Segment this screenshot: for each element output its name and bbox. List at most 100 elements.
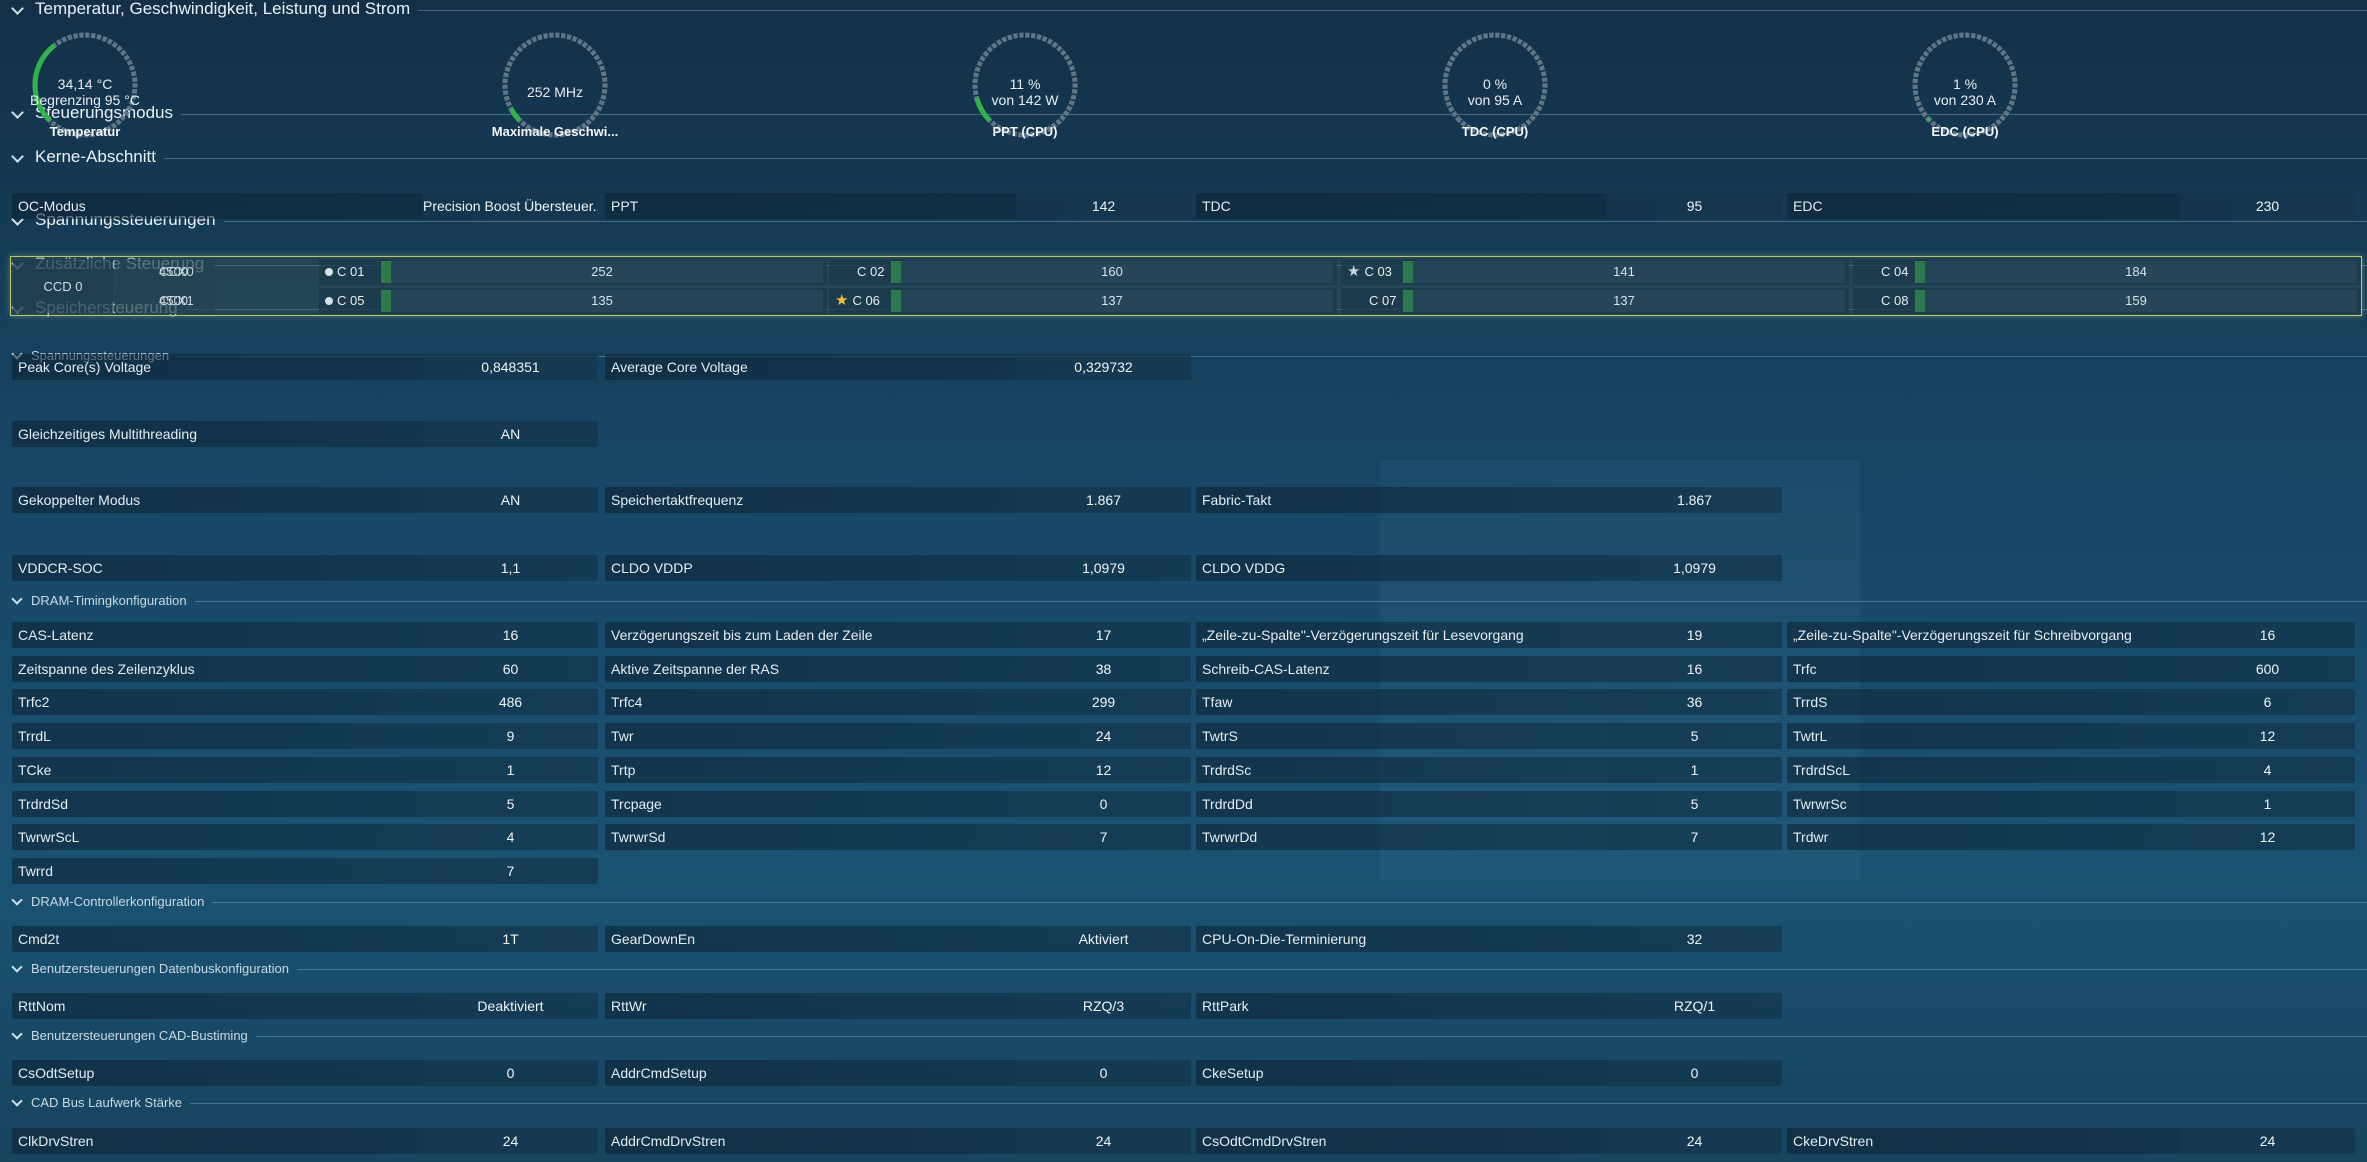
section-header-databus[interactable]: Benutzersteuerungen Datenbuskonfiguratio… [0, 957, 2367, 981]
setting-trtp[interactable]: Trtp 12 [605, 756, 1191, 783]
setting-addrcmdsetup[interactable]: AddrCmdSetup 0 [605, 1060, 1191, 1086]
setting-value[interactable]: 12 [1016, 756, 1191, 783]
setting-value[interactable]: 5 [1607, 723, 1782, 750]
setting-vddcr-soc[interactable]: VDDCR-SOC 1,1 [12, 555, 598, 581]
setting-zeile-zu-spalte-verz-gerungszeit-f-r-lesevorgang[interactable]: „Zeile-zu-Spalte"-Verzögerungszeit für L… [1196, 622, 1782, 648]
setting-value[interactable]: 38 [1016, 655, 1191, 682]
setting-value[interactable]: 4 [423, 824, 598, 851]
setting-trdrdsd[interactable]: TrdrdSd 5 [12, 790, 598, 817]
setting-aktive-zeitspanne-der-ras[interactable]: Aktive Zeitspanne der RAS 38 [605, 655, 1191, 682]
setting-rttwr[interactable]: RttWr RZQ/3 [605, 993, 1191, 1019]
setting-twrwrdd[interactable]: TwrwrDd 7 [1196, 824, 1782, 851]
setting-value[interactable]: 32 [1607, 926, 1782, 952]
section-header-cores[interactable]: Kerne-Abschnitt [0, 146, 2367, 170]
setting-value[interactable]: 5 [423, 790, 598, 817]
setting-value[interactable]: 142 [1016, 193, 1191, 219]
setting-value[interactable]: 60 [423, 655, 598, 682]
setting-value[interactable]: 0 [1016, 1060, 1191, 1086]
setting-value[interactable]: 16 [1607, 655, 1782, 682]
setting-value[interactable]: 1 [1607, 756, 1782, 783]
setting-value[interactable]: 1 [2180, 790, 2355, 817]
setting-value[interactable]: 12 [2180, 824, 2355, 851]
core-c03[interactable]: ★ C 03 141 [1341, 259, 1849, 285]
setting-value[interactable]: 16 [423, 622, 598, 648]
setting-value[interactable]: 0,329732 [1016, 354, 1191, 380]
setting-value[interactable]: 7 [1016, 824, 1191, 851]
setting-average-core-voltage[interactable]: Average Core Voltage 0,329732 [605, 354, 1191, 380]
setting-csodtcmddrvstren[interactable]: CsOdtCmdDrvStren 24 [1196, 1128, 1782, 1154]
setting-value[interactable]: 486 [423, 689, 598, 716]
setting-twtrs[interactable]: TwtrS 5 [1196, 723, 1782, 750]
setting-value[interactable]: 19 [1607, 622, 1782, 648]
setting-zeile-zu-spalte-verz-gerungszeit-f-r-schreibvorgang[interactable]: „Zeile-zu-Spalte"-Verzögerungszeit für S… [1787, 622, 2355, 648]
setting-twrwrsd[interactable]: TwrwrSd 7 [605, 824, 1191, 851]
setting-addrcmddrvstren[interactable]: AddrCmdDrvStren 24 [605, 1128, 1191, 1154]
core-c02[interactable]: C 02 160 [829, 259, 1337, 285]
setting-tcke[interactable]: TCke 1 [12, 756, 598, 783]
setting-cldo-vddg[interactable]: CLDO VDDG 1,0979 [1196, 555, 1782, 581]
chevron-down-icon[interactable] [8, 149, 26, 167]
setting-value[interactable]: Deaktiviert [423, 993, 598, 1019]
setting-trcpage[interactable]: Trcpage 0 [605, 790, 1191, 817]
setting-trrds[interactable]: TrrdS 6 [1787, 689, 2355, 716]
setting-value[interactable]: 230 [2180, 193, 2355, 219]
chevron-down-icon[interactable] [8, 960, 26, 978]
setting-value[interactable]: 600 [2180, 655, 2355, 682]
setting-peak-core-s-voltage[interactable]: Peak Core(s) Voltage 0,848351 [12, 354, 598, 380]
setting-gekoppelter-modus[interactable]: Gekoppelter Modus AN [12, 487, 598, 513]
setting-value[interactable]: 16 [2180, 622, 2355, 648]
setting-trrdl[interactable]: TrrdL 9 [12, 723, 598, 750]
setting-value[interactable]: 7 [423, 857, 598, 884]
core-c07[interactable]: C 07 137 [1341, 288, 1849, 314]
chevron-down-icon[interactable] [8, 592, 26, 610]
section-header-control[interactable]: Steuerungsmodus [0, 102, 2367, 126]
setting-gleichzeitiges-multithreading[interactable]: Gleichzeitiges Multithreading AN [12, 421, 598, 447]
setting-trfc2[interactable]: Trfc2 486 [12, 689, 598, 716]
chevron-down-icon[interactable] [8, 893, 26, 911]
section-header-cad_bus[interactable]: Benutzersteuerungen CAD-Bustiming [0, 1024, 2367, 1048]
setting-rttpark[interactable]: RttPark RZQ/1 [1196, 993, 1782, 1019]
setting-value[interactable]: Precision Boost Übersteuer... [423, 193, 598, 219]
setting-value[interactable]: 9 [423, 723, 598, 750]
setting-value[interactable]: 1T [423, 926, 598, 952]
section-header-dram_ctrl[interactable]: DRAM-Controllerkonfiguration [0, 890, 2367, 914]
setting-fabric-takt[interactable]: Fabric-Takt 1.867 [1196, 487, 1782, 513]
setting-value[interactable]: 1,1 [423, 555, 598, 581]
setting-trdrdsc[interactable]: TrdrdSc 1 [1196, 756, 1782, 783]
section-header-temp[interactable]: Temperatur, Geschwindigkeit, Leistung un… [0, 0, 2367, 22]
setting-value[interactable]: RZQ/3 [1016, 993, 1191, 1019]
setting-value[interactable]: 0 [423, 1060, 598, 1086]
setting-value[interactable]: 1.867 [1016, 487, 1191, 513]
setting-twtrl[interactable]: TwtrL 12 [1787, 723, 2355, 750]
setting-cmd2t[interactable]: Cmd2t 1T [12, 926, 598, 952]
setting-tfaw[interactable]: Tfaw 36 [1196, 689, 1782, 716]
setting-value[interactable]: Aktiviert [1016, 926, 1191, 952]
setting-speichertaktfrequenz[interactable]: Speichertaktfrequenz 1.867 [605, 487, 1191, 513]
setting-value[interactable]: 299 [1016, 689, 1191, 716]
setting-value[interactable]: 1,0979 [1607, 555, 1782, 581]
setting-value[interactable]: 36 [1607, 689, 1782, 716]
setting-value[interactable]: 1.867 [1607, 487, 1782, 513]
setting-value[interactable]: 24 [1607, 1128, 1782, 1154]
setting-trdrddd[interactable]: TrdrdDd 5 [1196, 790, 1782, 817]
setting-trdwr[interactable]: Trdwr 12 [1787, 824, 2355, 851]
setting-oc-modus[interactable]: OC-Modus Precision Boost Übersteuer... [12, 193, 598, 219]
section-header-dram_timing[interactable]: DRAM-Timingkonfiguration [0, 589, 2367, 613]
setting-ckesetup[interactable]: CkeSetup 0 [1196, 1060, 1782, 1086]
setting-value[interactable]: 7 [1607, 824, 1782, 851]
setting-value[interactable]: 1,0979 [1016, 555, 1191, 581]
setting-cas-latenz[interactable]: CAS-Latenz 16 [12, 622, 598, 648]
section-header-cad_drive[interactable]: CAD Bus Laufwerk Stärke [0, 1091, 2367, 1115]
setting-schreib-cas-latenz[interactable]: Schreib-CAS-Latenz 16 [1196, 655, 1782, 682]
setting-trfc4[interactable]: Trfc4 299 [605, 689, 1191, 716]
setting-value[interactable]: RZQ/1 [1607, 993, 1782, 1019]
setting-value[interactable]: 24 [2180, 1128, 2355, 1154]
setting-trfc[interactable]: Trfc 600 [1787, 655, 2355, 682]
setting-twrrd[interactable]: Twrrd 7 [12, 857, 598, 884]
setting-clkdrvstren[interactable]: ClkDrvStren 24 [12, 1128, 598, 1154]
setting-twrwrscl[interactable]: TwrwrScL 4 [12, 824, 598, 851]
setting-value[interactable]: 6 [2180, 689, 2355, 716]
chevron-down-icon[interactable] [8, 1, 26, 19]
setting-value[interactable]: 0,848351 [423, 354, 598, 380]
setting-value[interactable]: 95 [1607, 193, 1782, 219]
